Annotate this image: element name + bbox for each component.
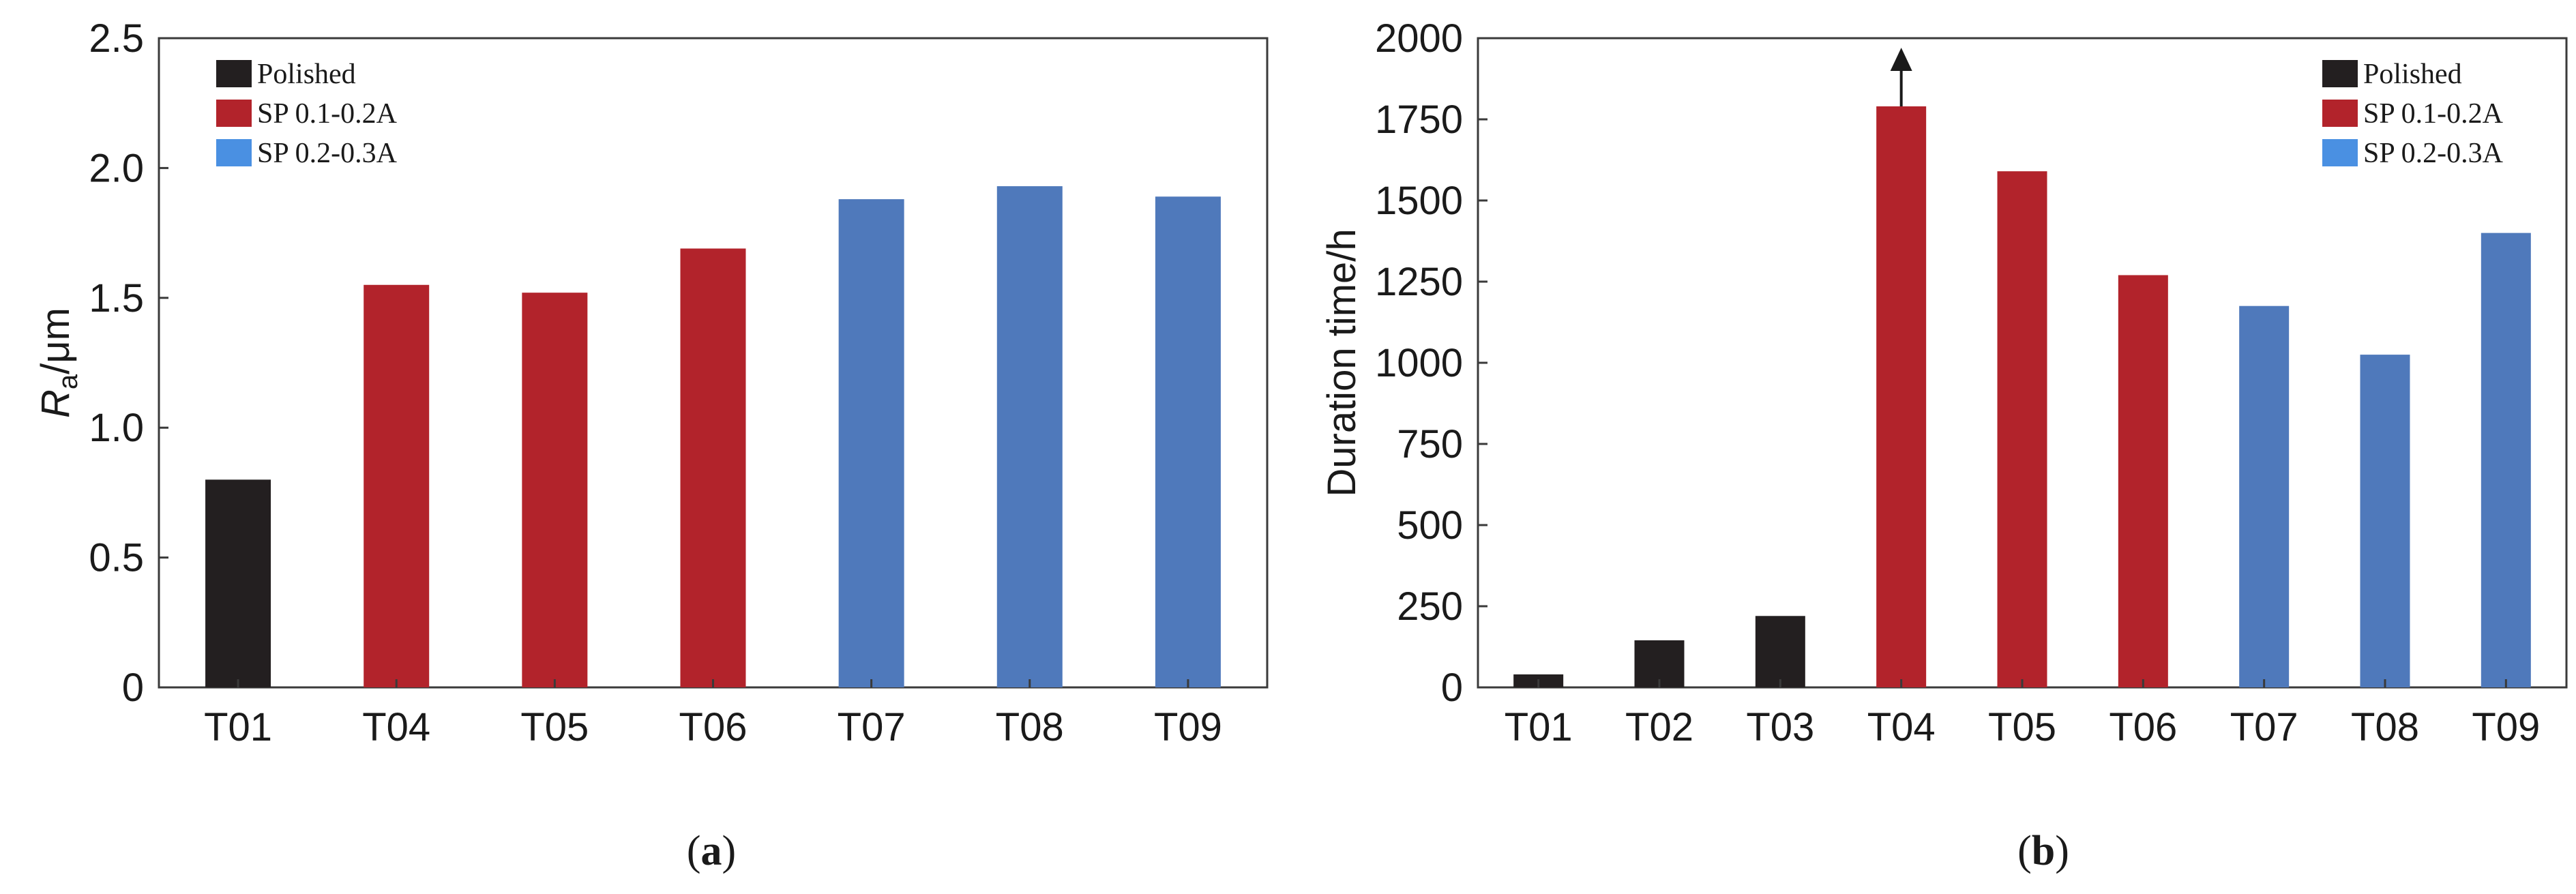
y-tick-label: 1.5 [89,276,144,321]
bar-t08 [2360,355,2410,687]
overflow-arrow-head-icon [1890,47,1912,71]
y-axis-title-subscript: a [53,374,83,389]
y-tick-label: 0 [122,666,144,710]
y-tick-label: 500 [1397,503,1463,548]
x-tick-label: T09 [2472,705,2540,749]
x-tick-label: T05 [1988,705,2056,749]
legend-label: SP 0.2-0.3A [2363,138,2504,169]
panel-label-close-paren: ) [2055,828,2069,874]
legend-label: Polished [257,59,356,90]
y-tick-label: 1.0 [89,406,144,450]
x-tick-label: T03 [1746,705,1814,749]
panel-label-open-paren: ( [2017,828,2032,874]
x-tick-label: T08 [996,705,1064,749]
bar-t05 [522,293,588,688]
y-tick-label: 1000 [1375,341,1463,385]
x-tick-label: T02 [1625,705,1693,749]
y-tick-label: 250 [1397,584,1463,629]
y-tick-label: 2000 [1375,16,1463,61]
x-tick-label: T05 [520,705,589,749]
panel-label: (a) [687,828,736,874]
bar-t08 [996,186,1063,687]
legend-swatch [216,100,252,127]
bar-t05 [1997,171,2047,687]
legend-swatch [2322,60,2358,87]
bar-t09 [1155,196,1221,688]
panel-label-letter: b [2032,828,2055,874]
panel-label: (b) [2017,828,2069,874]
y-tick-label: 2.0 [89,146,144,190]
legend-label: SP 0.1-0.2A [257,98,398,130]
chart-panel-b: 0 250 500 750 1000 1250 1500 1750 2000 T01 T02 T03 T… [1320,16,2568,874]
bar-t09 [2481,233,2531,688]
x-tick-label: T07 [838,705,906,749]
legend-swatch [216,139,252,166]
bar-t06 [680,248,746,687]
legend-label: Polished [2363,59,2462,90]
legend-swatch [2322,139,2358,166]
bar-t07 [2239,306,2290,687]
bar-t07 [838,199,904,687]
x-tick-label: T06 [2109,705,2177,749]
x-tick-label: T09 [1154,705,1222,749]
bar-t04 [1876,106,1927,687]
y-tick-label: 1500 [1375,179,1463,223]
panel-label-open-paren: ( [687,828,701,874]
x-tick-label: T04 [1867,705,1936,749]
x-tick-label: T01 [1505,705,1573,749]
x-tick-label: T04 [362,705,430,749]
y-tick-label: 0 [1441,666,1463,710]
panel-label-letter: a [701,828,722,874]
y-tick-label: 2.5 [89,16,144,61]
legend-label: SP 0.2-0.3A [257,138,398,169]
bar-t04 [364,284,430,687]
y-tick-label: 0.5 [89,536,144,580]
y-axis-title: Ra/μm [33,308,83,418]
y-tick-label: 1250 [1375,260,1463,304]
y-axis-title-unit: /μm [33,308,78,374]
y-tick-label: 1750 [1375,98,1463,142]
bar-t01 [205,479,271,687]
bar-t03 [1755,616,1805,687]
legend-swatch [2322,100,2358,127]
y-axis-title: Duration time/h [1320,228,1364,496]
panel-label-close-paren: ) [722,828,737,874]
x-tick-label: T07 [2230,705,2298,749]
x-tick-label: T01 [204,705,272,749]
y-tick-label: 750 [1397,422,1463,466]
x-tick-label: T08 [2351,705,2419,749]
y-axis-title-main: R [33,389,78,418]
x-tick-label: T06 [679,705,747,749]
legend-label: SP 0.1-0.2A [2363,98,2504,130]
bar-t06 [2118,275,2168,688]
legend-swatch [216,60,252,87]
